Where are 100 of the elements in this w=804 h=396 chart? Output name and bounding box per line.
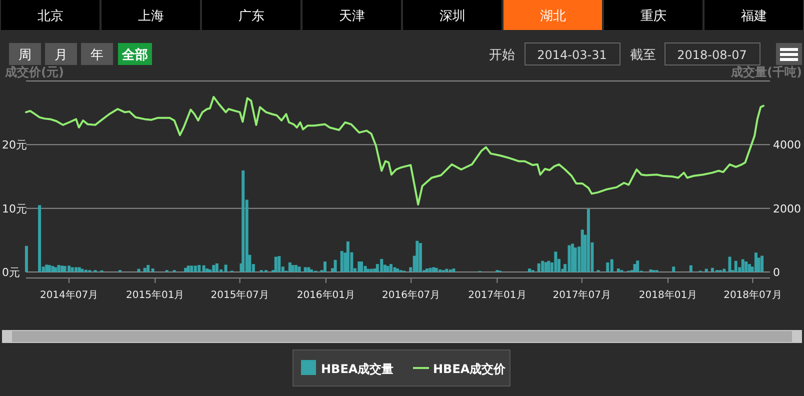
bar: [60, 266, 64, 272]
bar: [649, 269, 652, 272]
bar: [610, 259, 614, 272]
y2-tick-label: 4000: [773, 138, 801, 152]
bar: [636, 260, 640, 272]
y-tick-label: 0元: [2, 266, 20, 279]
tab-button: 天津: [302, 0, 401, 30]
bar: [190, 266, 194, 272]
bar: [70, 267, 74, 272]
bar: [448, 269, 452, 272]
legend-label: HBEA成交价: [433, 362, 507, 376]
bar: [278, 256, 281, 272]
x-tick-label: 2015年07月: [210, 289, 269, 301]
bar: [310, 269, 313, 272]
bar: [389, 264, 392, 272]
bar: [754, 252, 758, 272]
y2-tick-label: 2000: [773, 202, 801, 216]
bar: [574, 247, 577, 272]
bar: [366, 268, 370, 272]
bar: [434, 268, 438, 272]
bar: [346, 241, 350, 272]
tab-button: 重庆: [604, 0, 702, 30]
bar: [541, 260, 544, 272]
x-tick-label: 2016年01月: [296, 289, 356, 301]
bar: [528, 268, 531, 272]
bar: [334, 260, 337, 272]
text: 2018-08-07: [677, 48, 747, 62]
bar: [704, 268, 708, 272]
bar: [54, 267, 57, 272]
bar: [340, 250, 344, 272]
y2-axis-title: 成交量(千吨): [730, 65, 802, 79]
text: 截至: [630, 48, 656, 63]
bar: [734, 260, 738, 272]
bar: [242, 170, 245, 272]
bar: [143, 268, 146, 272]
bar: [568, 245, 571, 272]
bar: [151, 268, 154, 272]
text: 开始: [489, 48, 515, 63]
bar: [744, 261, 748, 272]
bar: [215, 263, 218, 272]
text: 2014-03-31: [537, 48, 607, 62]
y2-tick-label: 0: [773, 266, 780, 279]
bar: [672, 266, 676, 272]
bar: [418, 243, 422, 272]
bar: [48, 264, 51, 272]
line-series: [25, 96, 764, 206]
bar: [426, 268, 429, 272]
bar: [760, 256, 764, 272]
tab-button: 北京: [1, 0, 100, 30]
x-tick-label: 2014年07月: [40, 289, 98, 301]
bar: [554, 252, 558, 272]
bar: [57, 264, 60, 272]
bar: [307, 267, 310, 272]
bar: [74, 267, 78, 272]
x-tick-label: 2018年07月: [724, 289, 782, 301]
bar: [586, 208, 590, 272]
bar: [202, 265, 206, 272]
tab-button: 上海: [102, 0, 200, 30]
tab-button: 福建: [704, 0, 803, 30]
bar: [452, 268, 456, 272]
bar: [370, 268, 373, 272]
x-tick-label: 2017年01月: [468, 289, 526, 301]
bar: [298, 266, 301, 272]
tab-button: 深圳: [403, 0, 502, 30]
bar: [393, 267, 396, 272]
bar: [438, 269, 442, 272]
bar: [38, 205, 42, 272]
bar: [186, 266, 190, 272]
bar: [68, 266, 71, 272]
bar: [291, 264, 294, 272]
bar: [45, 264, 48, 272]
x-tick-label: 2015年01月: [126, 289, 184, 301]
bar: [741, 259, 744, 272]
bar: [63, 266, 66, 272]
bar: [206, 268, 209, 272]
bar: [428, 268, 432, 272]
bar: [689, 265, 692, 272]
bar: [274, 256, 278, 272]
bar: [728, 256, 732, 272]
bar: [212, 264, 216, 272]
bar: [51, 266, 54, 272]
bar: [616, 268, 620, 272]
bar: [294, 264, 298, 272]
bar: [364, 266, 367, 272]
bar: [224, 264, 228, 272]
x-tick-label: 2017年07月: [552, 289, 611, 301]
bar: [198, 264, 201, 272]
bar: [137, 268, 140, 272]
text: 周: [18, 48, 32, 63]
bar: [78, 267, 81, 272]
y-tick-label: 10元: [2, 202, 27, 216]
bar: [380, 258, 384, 272]
bar: [432, 267, 436, 272]
bar: [722, 268, 726, 272]
y-axis-title: 成交价(元): [4, 65, 64, 79]
bar: [194, 266, 197, 272]
tab-button: 广东: [202, 0, 300, 30]
tab-button: 湖北: [504, 0, 602, 30]
bar: [547, 260, 550, 272]
bar: [80, 268, 84, 272]
